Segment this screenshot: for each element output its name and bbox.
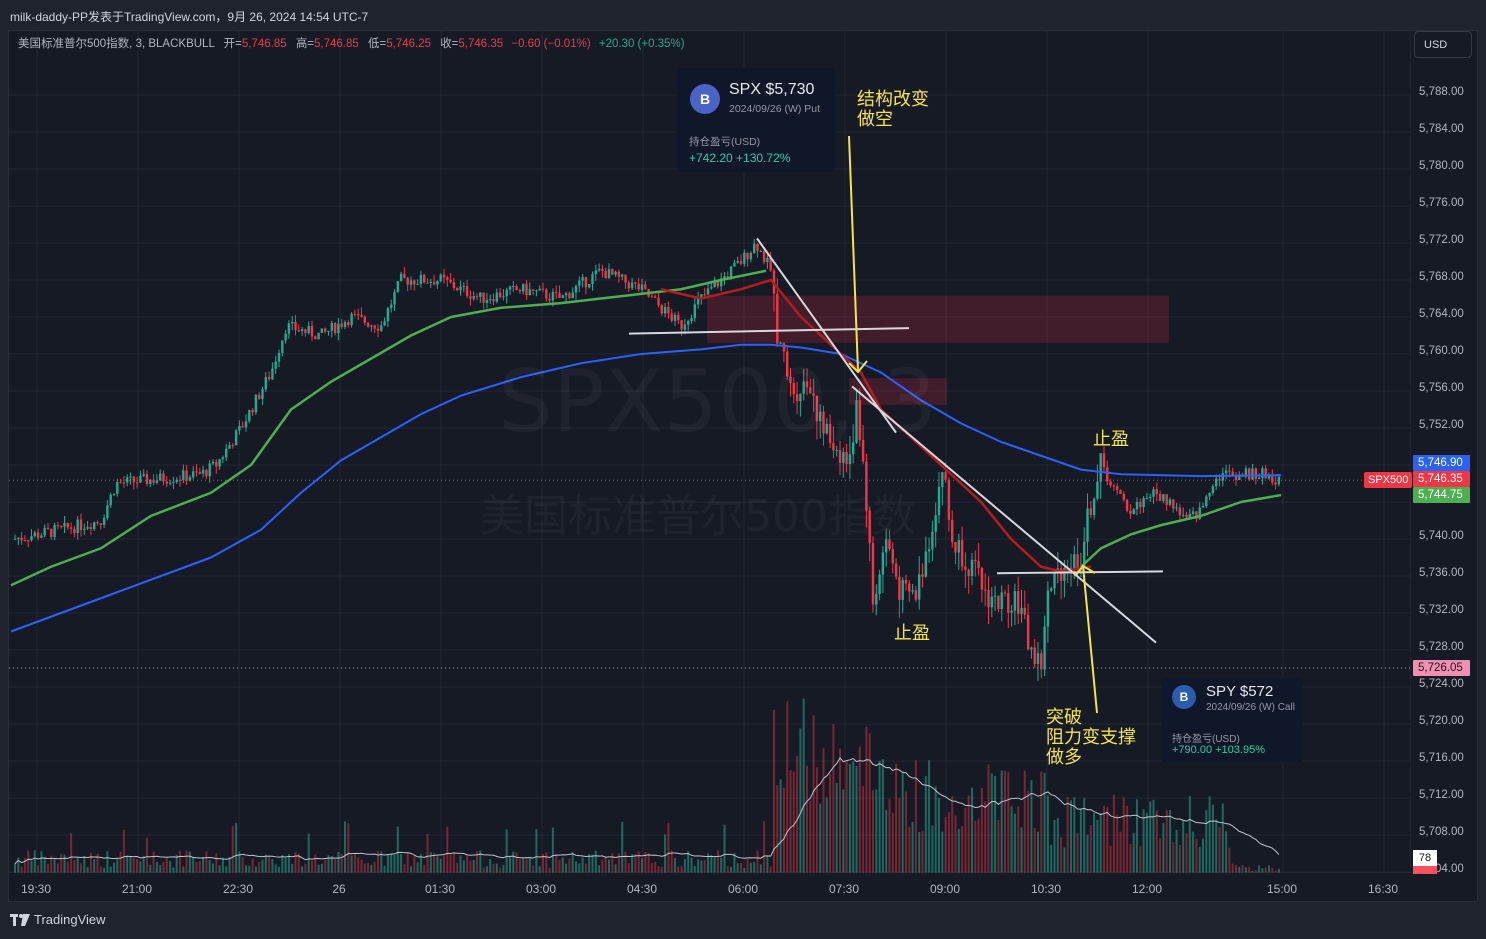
price-tick: 5,784.00 xyxy=(1419,123,1464,135)
ma-fast-line-2 xyxy=(1080,493,1282,568)
price-tick: 5,768.00 xyxy=(1419,271,1464,283)
price-tick: 5,756.00 xyxy=(1419,382,1464,394)
price-tick: 5,724.00 xyxy=(1419,678,1464,690)
pnl-label: 持仓盈亏(USD) xyxy=(689,136,761,148)
annotation-take-profit-1[interactable]: 止盈 xyxy=(894,623,930,644)
card-subtitle: 2024/09/26 (W) Call xyxy=(1206,702,1295,713)
time-axis[interactable]: 19:30 21:00 22:30 26 01:30 03:00 04:30 06:00 07:… xyxy=(8,876,1410,902)
trendline-1 xyxy=(756,237,897,434)
ma200-price-label: 5,746.90 xyxy=(1413,455,1470,471)
high-value: 5,746.85 xyxy=(314,38,359,50)
candlestick-chart[interactable] xyxy=(9,31,1411,873)
time-tick: 07:30 xyxy=(828,882,860,896)
ma-fast-line xyxy=(10,269,767,587)
price-tick: 5,740.00 xyxy=(1419,530,1464,542)
annotation-take-profit-2[interactable]: 止盈 xyxy=(1093,429,1129,450)
arrow-short-head xyxy=(848,360,868,374)
change-value: −0.60 (−0.01%) xyxy=(511,38,591,50)
time-tick: 01:30 xyxy=(424,882,456,896)
annotation-long[interactable]: 突破 阻力变支撑 做多 xyxy=(1046,707,1136,768)
time-tick: 15:00 xyxy=(1266,882,1298,896)
price-tick: 5,716.00 xyxy=(1419,752,1464,764)
tradingview-footer: TradingView xyxy=(10,912,106,927)
ma50-price-label: 5,744.75 xyxy=(1413,487,1470,503)
price-tick: 5,760.00 xyxy=(1419,345,1464,357)
price-tick: 5,728.00 xyxy=(1419,641,1464,653)
time-tick: 04:30 xyxy=(626,882,658,896)
card-title: SPX $5,730 xyxy=(729,81,815,98)
ma-mid-line xyxy=(660,278,1092,573)
symbol-title[interactable]: 美国标准普尔500指数, 3, BLACKBULL xyxy=(18,38,215,50)
price-tick: 5,720.00 xyxy=(1419,715,1464,727)
currency-button[interactable]: USD xyxy=(1414,31,1472,58)
arrow-short-line xyxy=(848,135,859,372)
tradingview-logo-icon xyxy=(10,913,30,926)
time-tick: 21:00 xyxy=(121,882,153,896)
last-price-label: 5,746.35 xyxy=(1413,471,1470,487)
brand-name: TradingView xyxy=(34,912,106,927)
price-axis[interactable]: 5,788.00 5,784.00 5,780.00 5,776.00 5,772.00… xyxy=(1410,30,1478,875)
volume-badge-red xyxy=(1413,866,1437,874)
time-tick: 16:30 xyxy=(1367,882,1399,896)
trendline-2 xyxy=(851,385,1157,644)
open-value: 5,746.85 xyxy=(241,38,287,50)
pnl-value: +742.20 +130.72% xyxy=(689,151,791,165)
price-tick: 5,712.00 xyxy=(1419,789,1464,801)
ma-slow-line xyxy=(10,343,1282,633)
price-tick: 5,788.00 xyxy=(1419,86,1464,98)
time-tick: 22:30 xyxy=(222,882,254,896)
pnl-value: +790.00 +103.95% xyxy=(1172,744,1265,756)
broker-badge-icon: B xyxy=(690,84,720,114)
close-value: 5,746.35 xyxy=(458,38,504,50)
price-tick: 5,764.00 xyxy=(1419,308,1464,320)
time-tick: 03:00 xyxy=(525,882,557,896)
spx-put-card[interactable]: B SPX $5,730 2024/09/26 (W) Put 持仓盈亏(USD… xyxy=(677,68,835,172)
support-line-1 xyxy=(628,327,910,335)
publish-info: milk-daddy-PP发表于TradingView.com，9月 26, 2… xyxy=(10,10,369,24)
price-tick: 5,732.00 xyxy=(1419,604,1464,616)
watermark-symbol: SPX500, 3 xyxy=(498,352,937,452)
price-tick: 5,752.00 xyxy=(1419,419,1464,431)
support-line-2 xyxy=(996,570,1164,575)
volume-bars xyxy=(14,698,1280,873)
arrow-long-line xyxy=(1082,565,1098,714)
card-subtitle: 2024/09/26 (W) Put xyxy=(729,103,821,115)
time-tick: 06:00 xyxy=(727,882,759,896)
low-price-label: 5,726.05 xyxy=(1413,660,1470,676)
pnl-label: 持仓盈亏(USD) xyxy=(1172,734,1240,745)
time-tick: 10:30 xyxy=(1030,882,1062,896)
chart-pane[interactable] xyxy=(8,30,1478,902)
spy-call-card[interactable]: B SPY $572 2024/09/26 (W) Call 持仓盈亏(USD)… xyxy=(1162,678,1302,762)
time-tick: 26 xyxy=(332,882,346,896)
low-value: 5,746.25 xyxy=(386,38,431,50)
watermark-name: 美国标准普尔500指数 xyxy=(480,480,916,544)
volume-ma-line xyxy=(14,757,1280,864)
price-tick: 5,736.00 xyxy=(1419,567,1464,579)
time-tick: 12:00 xyxy=(1131,882,1163,896)
arrow-long-head xyxy=(1074,564,1096,577)
broker-badge-icon: B xyxy=(1172,685,1196,709)
time-tick: 09:00 xyxy=(929,882,961,896)
annotation-short[interactable]: 结构改变 做空 xyxy=(857,89,929,130)
price-tick: 5,772.00 xyxy=(1419,234,1464,246)
candles xyxy=(13,238,1281,681)
price-tick: 5,708.00 xyxy=(1419,826,1464,838)
price-tick: 5,780.00 xyxy=(1419,160,1464,172)
supply-zone-1 xyxy=(707,295,1169,343)
ohlc-legend: 美国标准普尔500指数, 3, BLACKBULL 开=5,746.85 高=5… xyxy=(18,38,685,50)
card-title: SPY $572 xyxy=(1206,683,1274,700)
change-value-2: +20.30 (+0.35%) xyxy=(598,38,685,50)
price-tick: 5,776.00 xyxy=(1419,197,1464,209)
symbol-price-tag: SPX500 xyxy=(1364,472,1413,488)
time-tick: 19:30 xyxy=(20,882,52,896)
volume-badge: 78 xyxy=(1413,850,1437,866)
publish-info-bar: milk-daddy-PP发表于TradingView.com，9月 26, 2… xyxy=(0,0,1486,30)
